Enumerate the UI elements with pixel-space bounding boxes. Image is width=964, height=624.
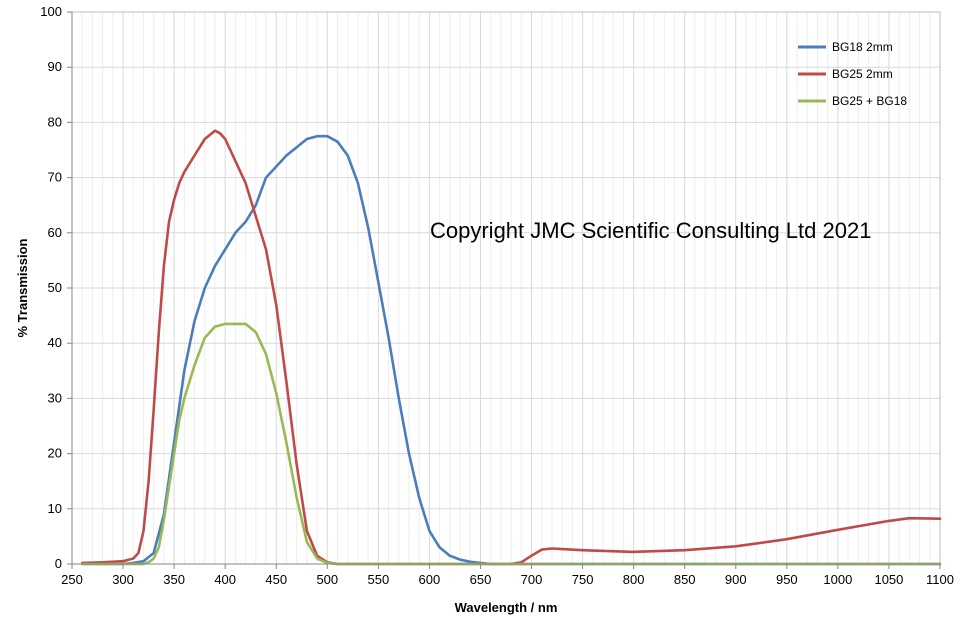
x-tick-label: 250	[61, 572, 83, 587]
y-tick-label: 0	[55, 556, 62, 571]
legend-label: BG25 + BG18	[832, 94, 907, 108]
series-line-2	[80, 129, 942, 566]
y-tick-label: 70	[48, 170, 62, 185]
y-tick-label: 20	[48, 446, 62, 461]
axes	[67, 11, 941, 569]
x-tick-label: 1100	[926, 572, 954, 587]
x-tick-label: 300	[112, 572, 134, 587]
x-tick-label: 450	[265, 572, 287, 587]
y-tick-label: 100	[40, 4, 62, 19]
grid-lines	[71, 11, 941, 565]
x-tick-label: 400	[214, 572, 236, 587]
x-tick-label: 850	[674, 572, 696, 587]
y-tick-label: 80	[48, 114, 62, 129]
y-tick-label: 30	[48, 390, 62, 405]
legend: BG18 2mm BG25 2mm BG25 + BG18	[798, 40, 907, 108]
x-tick-label: 900	[725, 572, 747, 587]
y-tick-label: 60	[48, 225, 62, 240]
x-tick-label: 650	[470, 572, 492, 587]
x-tick-label: 800	[623, 572, 645, 587]
x-axis-title: Wavelength / nm	[455, 600, 558, 615]
x-tick-label: 700	[521, 572, 543, 587]
y-tick-label: 90	[48, 59, 62, 74]
legend-label: BG25 2mm	[832, 67, 893, 81]
legend-label: BG18 2mm	[832, 40, 893, 54]
x-tick-label: 950	[776, 572, 798, 587]
x-tick-label: 500	[316, 572, 338, 587]
x-tick-label: 1050	[874, 572, 903, 587]
y-tick-label: 50	[48, 280, 62, 295]
copyright-annotation: Copyright JMC Scientific Consulting Ltd …	[430, 218, 871, 243]
y-tick-label: 10	[48, 501, 62, 516]
x-tick-label: 600	[419, 572, 441, 587]
x-tick-label: 1000	[823, 572, 852, 587]
x-tick-label: 350	[163, 572, 185, 587]
tick-labels: 250 300 350 400 450 500 550 600 650 700 750 800 850 9…	[40, 4, 954, 587]
y-axis-title: % Transmission	[15, 238, 30, 337]
x-tick-label: 750	[572, 572, 594, 587]
x-tick-label: 550	[368, 572, 390, 587]
y-tick-label: 40	[48, 335, 62, 350]
